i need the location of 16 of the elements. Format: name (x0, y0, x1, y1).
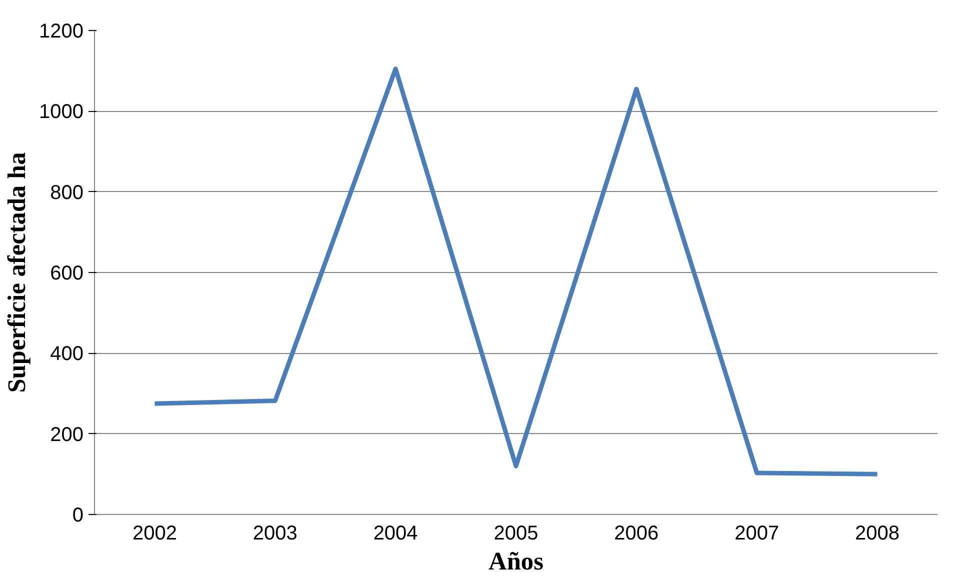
x-tick-label: 2006 (614, 522, 659, 544)
y-tick-label: 200 (50, 424, 84, 446)
y-tick-label: 400 (50, 343, 84, 366)
x-tick-label: 2004 (373, 522, 418, 544)
y-tick-label: 1200 (39, 20, 84, 42)
x-axis-title: Años (488, 548, 544, 576)
y-tick-label: 600 (50, 262, 84, 284)
y-tick-label: 1000 (39, 101, 84, 124)
x-tick-label: 2007 (734, 522, 780, 544)
x-tick-label: 2003 (252, 522, 298, 544)
x-tick-label: 2008 (855, 522, 900, 544)
y-tick-label: 800 (50, 182, 84, 204)
x-tick-label: 2002 (132, 522, 177, 544)
y-axis-title: Superficie afectada ha (3, 152, 32, 393)
y-tick-label: 0 (72, 504, 84, 526)
x-tick-label: 2005 (494, 522, 538, 544)
